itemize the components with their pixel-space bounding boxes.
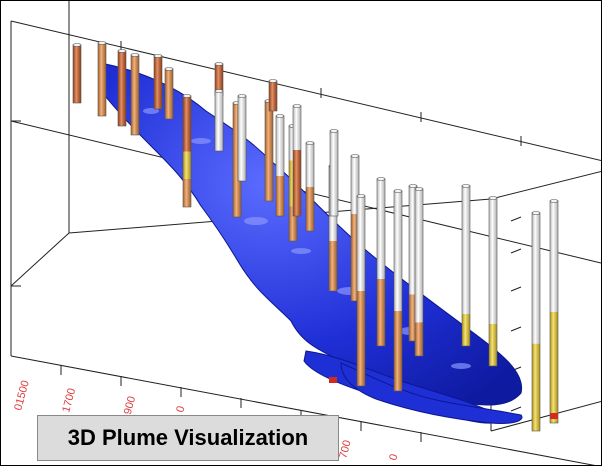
well-screen-marker <box>550 413 558 419</box>
well-outline <box>292 105 302 217</box>
box-edge-bottom-front <box>10 355 596 465</box>
well-cap <box>214 62 224 66</box>
well-outline <box>305 142 315 232</box>
well-cap <box>275 114 285 118</box>
well-cap <box>153 54 163 58</box>
well-cylinder[interactable] <box>264 99 274 202</box>
well-outline <box>488 197 498 367</box>
well-cap <box>549 199 559 203</box>
box-edge-floor-right <box>490 170 601 200</box>
well-cylinder[interactable] <box>531 211 541 432</box>
box-edge-top-back <box>10 20 601 162</box>
well-cylinder[interactable] <box>329 129 339 217</box>
well-outline <box>376 178 386 347</box>
well-cap <box>356 194 366 198</box>
box-edge-floor-left <box>10 232 70 287</box>
well-cylinder[interactable] <box>461 184 471 347</box>
well-cap <box>376 177 386 181</box>
well-cylinder[interactable] <box>414 187 424 357</box>
well-outline <box>72 44 82 104</box>
well-cap <box>164 67 174 71</box>
well-cylinder[interactable] <box>237 94 247 182</box>
well-cap <box>130 53 140 57</box>
well-cylinder[interactable] <box>182 94 192 208</box>
well-outline <box>275 115 285 217</box>
well-cylinder[interactable] <box>275 114 285 217</box>
well-cylinder[interactable] <box>376 177 386 347</box>
well-cap <box>531 211 541 215</box>
well-cap <box>329 129 339 133</box>
well-cap <box>117 49 127 53</box>
well-cap <box>214 89 224 93</box>
well-screen-marker <box>329 377 337 383</box>
monitoring-wells[interactable] <box>72 41 559 432</box>
well-outline <box>97 42 107 117</box>
well-cylinder[interactable] <box>356 194 366 387</box>
well-cap <box>268 79 278 83</box>
well-cap <box>350 154 360 158</box>
well-cap <box>488 196 498 200</box>
well-cylinder[interactable] <box>72 43 82 104</box>
well-cap <box>414 187 424 191</box>
well-outline <box>164 68 174 120</box>
well-cylinder[interactable] <box>153 54 163 110</box>
well-outline <box>214 90 224 152</box>
well-cylinder[interactable] <box>164 67 174 120</box>
well-outline <box>414 188 424 357</box>
well-outline <box>182 95 192 208</box>
well-outline <box>268 80 278 112</box>
tick-label: 1700 <box>60 387 78 414</box>
well-outline <box>153 55 163 110</box>
well-outline <box>531 212 541 432</box>
well-cap <box>393 189 403 193</box>
well-cylinder[interactable] <box>549 199 559 424</box>
well-outline <box>130 54 140 136</box>
well-outline <box>237 95 247 182</box>
well-cylinder[interactable] <box>214 89 224 152</box>
box-edge-bottom-right <box>490 401 601 432</box>
plume-isosurface[interactable] <box>100 62 523 424</box>
well-cap <box>292 104 302 108</box>
well-cap <box>72 43 82 47</box>
well-cap <box>461 184 471 188</box>
well-cylinder[interactable] <box>292 104 302 217</box>
tick-label: 700 <box>337 439 353 460</box>
plume-tail[interactable] <box>340 362 523 424</box>
well-cylinder[interactable] <box>97 41 107 117</box>
well-outline <box>461 185 471 347</box>
well-cylinder[interactable] <box>117 49 127 127</box>
well-cap <box>305 141 315 145</box>
tick-label: 0 <box>174 405 187 414</box>
well-cap <box>408 184 418 188</box>
well-outline <box>329 130 339 217</box>
well-cap <box>237 94 247 98</box>
well-outline <box>117 50 127 127</box>
visualization-title: 3D Plume Visualization <box>37 415 339 461</box>
well-outline <box>549 200 559 424</box>
tick-label: 01500 <box>12 379 32 412</box>
well-outline <box>356 195 366 387</box>
well-cylinder[interactable] <box>488 196 498 367</box>
well-outline <box>264 100 274 202</box>
well-cap <box>97 41 107 45</box>
well-cap <box>182 94 192 98</box>
well-cylinder[interactable] <box>393 189 403 392</box>
well-cylinder[interactable] <box>305 141 315 232</box>
well-outline <box>393 190 403 392</box>
well-cylinder[interactable] <box>130 53 140 136</box>
well-cylinder[interactable] <box>268 79 278 112</box>
tick-label: 0 <box>387 453 400 462</box>
